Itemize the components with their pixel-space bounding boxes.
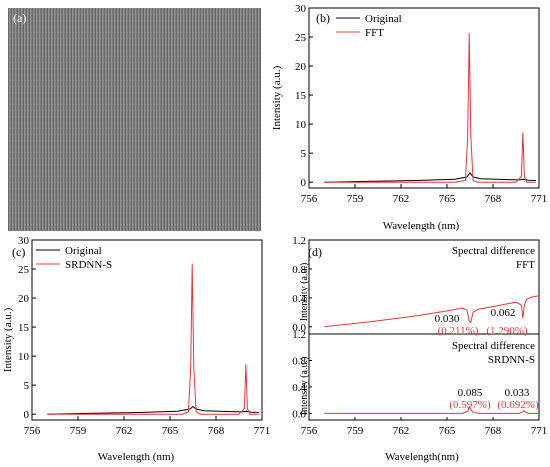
y-tick-label: 25 <box>295 32 307 44</box>
x-tick-label: 768 <box>485 425 502 437</box>
panel-d-top-annot-pct-1: (0.211%) <box>438 325 479 337</box>
y-tick-label: 10 <box>18 351 30 363</box>
panel-d-top-legend-line1: Spectral difference <box>452 245 535 257</box>
plot-frame <box>308 333 540 421</box>
panel-d-top-annot-pct-2: (1.290%) <box>486 325 528 337</box>
x-tick-label: 762 <box>116 425 133 437</box>
panel-b-plot: 0 5 10 15 20 25 30 756 759 762 765 768 771 <box>295 3 547 205</box>
y-tick-label: 15 <box>18 322 30 334</box>
panel-a-image <box>8 8 261 231</box>
x-tick-label: 765 <box>439 193 456 205</box>
y-tick-label: 1.2 <box>292 235 306 247</box>
panel-d-bottom-annot-value-1: 0.085 <box>458 387 483 399</box>
y-tick-label: 25 <box>18 264 30 276</box>
y-tick-label: 5 <box>24 380 30 392</box>
series-line-original <box>324 172 536 183</box>
panel-c-plot: 0 5 10 15 20 25 30 756 759 762 765 768 771 <box>18 235 270 437</box>
x-tick-label: 771 <box>531 425 548 437</box>
y-tick-label: 20 <box>18 293 30 305</box>
y-tick-label: 10 <box>295 119 307 131</box>
x-tick-label: 765 <box>162 425 179 437</box>
x-tick-label: 756 <box>301 193 318 205</box>
x-tick-label: 762 <box>393 193 410 205</box>
panel-d-top-annot-value-2: 0.062 <box>491 307 516 319</box>
y-tick-label: 0.0 <box>292 408 306 420</box>
panel-d-bottom-legend-line2: SRDNN-S <box>488 354 535 366</box>
panel-b-legend: Original FFT <box>336 13 402 39</box>
y-tick-label: 30 <box>295 3 307 15</box>
panel-d-bottom-annot-pct-1: (0.597%) <box>449 399 491 411</box>
legend-original-label: Original <box>65 245 102 257</box>
series-line-original <box>47 405 259 415</box>
x-tick-label: 756 <box>24 425 41 437</box>
series-line-srdnn-s <box>47 263 259 415</box>
x-tick-label: 768 <box>485 193 502 205</box>
y-tick-label: 0.4 <box>292 382 306 394</box>
y-tick-label: 30 <box>18 235 30 247</box>
panel-d-bottom-ylabel: Intensity (a.u.) <box>299 357 310 416</box>
panel-b-ylabel: Intensity (a.u.) <box>271 65 283 130</box>
panel-d-bottom-legend-line1: Spectral difference <box>452 340 535 352</box>
plot-frame <box>308 7 540 189</box>
y-tick-label: 0.8 <box>292 355 306 367</box>
y-tick-label: 20 <box>295 61 307 73</box>
series-line-fft <box>324 32 536 183</box>
x-tick-label: 771 <box>531 193 548 205</box>
panel-a-label: (a) <box>13 11 26 25</box>
y-tick-label: 1.2 <box>292 329 306 341</box>
legend-original-label: Original <box>365 13 402 25</box>
panel-b-xlabel: Wavelength (nm) <box>383 220 460 232</box>
y-tick-label: 15 <box>295 90 307 102</box>
y-tick-label: 0.0 <box>292 322 306 334</box>
x-tick-label: 759 <box>347 425 364 437</box>
y-tick-label: 0.8 <box>292 264 306 276</box>
panel-d: 0.0 0.4 0.8 1.2 0.0 0.4 0.8 1.2 756 759 762 765 768… <box>292 235 547 463</box>
panel-d-xlabel: Wavelength(nm) <box>385 451 459 463</box>
panel-d-top-ylabel: Intensity (a.u.) <box>299 263 310 322</box>
panel-c: 0 5 10 15 20 25 30 756 759 762 765 768 771 (c) Origi… <box>2 235 270 463</box>
legend-srdnn-label: SRDNN-S <box>65 259 112 271</box>
legend-fft-label: FFT <box>365 27 384 39</box>
panel-d-top-annot-value-1: 0.030 <box>435 313 460 325</box>
series-line-fft <box>324 295 540 328</box>
panel-b-label: (b) <box>316 11 330 25</box>
x-tick-label: 765 <box>439 425 456 437</box>
panel-d-bottom-annot-pct-2: (0.692%) <box>497 399 539 411</box>
panel-d-top-legend-line2: FFT <box>516 259 535 271</box>
x-tick-label: 768 <box>208 425 225 437</box>
panel-c-legend: Original SRDNN-S <box>36 245 112 271</box>
panel-c-label: (c) <box>12 245 25 259</box>
panel-d-label: (d) <box>308 245 322 259</box>
panel-d-bottom-annot-value-2: 0.033 <box>505 387 530 399</box>
x-tick-label: 759 <box>347 193 364 205</box>
x-tick-label: 756 <box>301 425 318 437</box>
y-tick-label: 0 <box>301 177 307 189</box>
panel-c-ylabel: Intensity (a.u.) <box>2 307 14 372</box>
series-line-srdnn-s <box>324 405 539 414</box>
panel-d-bottom-plot: 0.0 0.4 0.8 1.2 756 759 762 765 768 771 <box>292 329 547 437</box>
plot-frame <box>31 239 263 421</box>
x-tick-label: 759 <box>70 425 87 437</box>
y-tick-label: 0.4 <box>292 293 306 305</box>
panel-c-xlabel: Wavelength (nm) <box>98 451 175 463</box>
panel-b: 0 5 10 15 20 25 30 756 759 762 765 768 771 (b) Origi… <box>271 3 547 232</box>
x-tick-label: 771 <box>254 425 271 437</box>
y-tick-label: 5 <box>301 148 307 160</box>
panel-a: (a) <box>8 8 261 231</box>
x-tick-label: 762 <box>393 425 410 437</box>
y-tick-label: 0 <box>24 409 30 421</box>
